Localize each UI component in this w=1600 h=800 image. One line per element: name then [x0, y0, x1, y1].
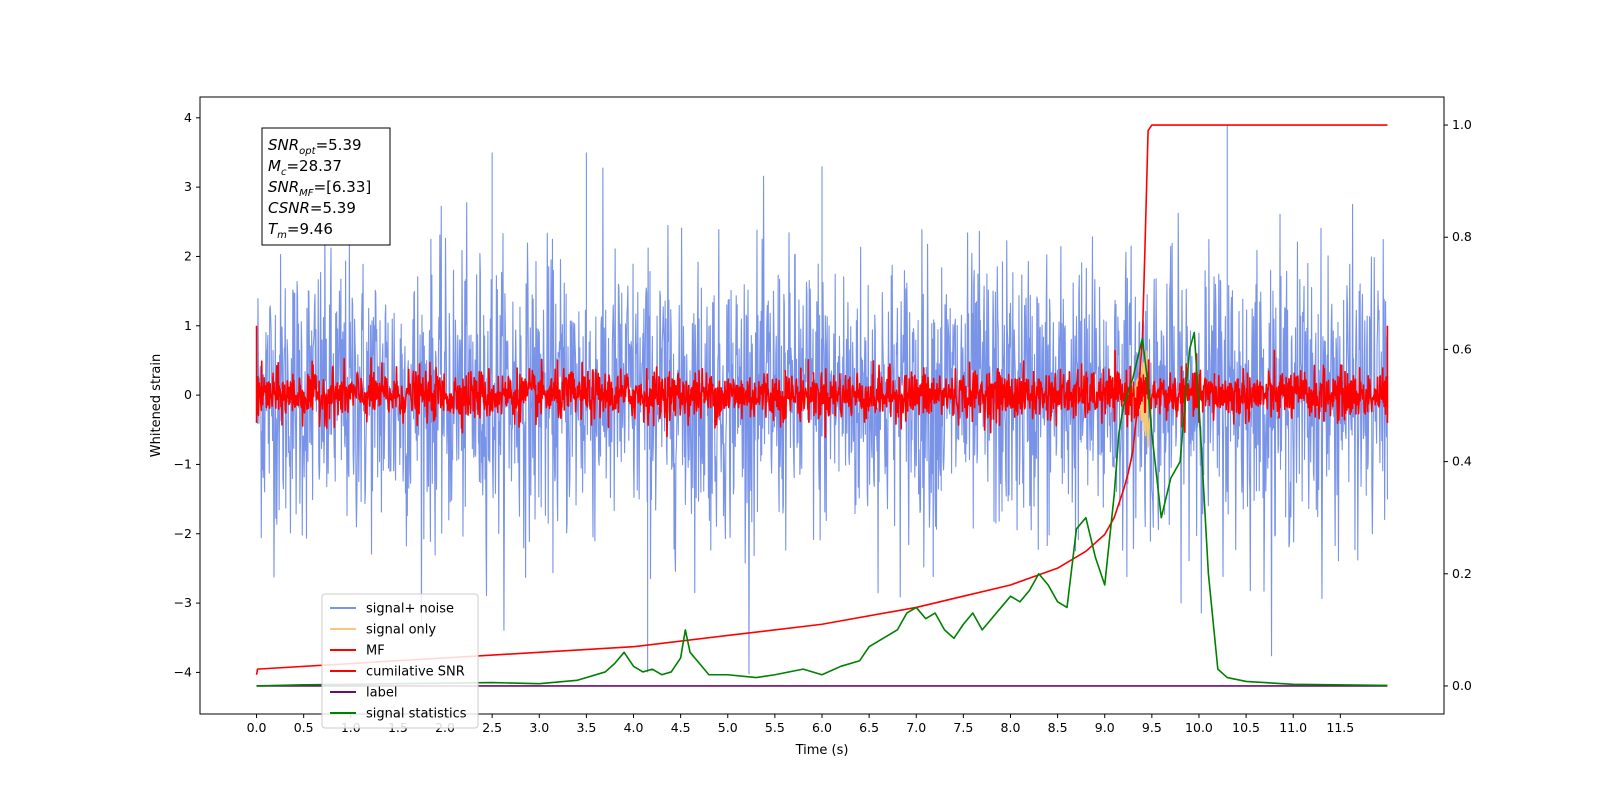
x-tick-label: 4.0: [624, 720, 644, 735]
y-tick-label: −2: [174, 526, 192, 541]
series-line-5: [256, 331, 1388, 687]
y-tick-label: 1: [184, 318, 192, 333]
legend: signal+ noise signal only MF cumilative SNR…: [321, 593, 479, 729]
x-tick-label: 0.0: [247, 720, 267, 735]
annotation-value: =5.39: [316, 136, 362, 154]
annotation-symbol: CSNR: [268, 199, 310, 217]
x-tick-label: 9.0: [1095, 720, 1115, 735]
x-tick-label: 7.5: [953, 720, 973, 735]
y2-tick-label: 0.2: [1452, 566, 1472, 581]
annotation-subscript: opt: [299, 146, 316, 157]
x-tick-label: 6.5: [859, 720, 879, 735]
annotation-line: CSNR=5.39: [268, 199, 356, 217]
annotation-symbol: SNR: [268, 178, 299, 196]
x-tick-label: 5.0: [718, 720, 738, 735]
y-tick-label: 3: [184, 179, 192, 194]
annotation-subscript: MF: [299, 188, 314, 199]
x-tick-label: 2.5: [482, 720, 502, 735]
x-tick-label: 6.0: [812, 720, 832, 735]
x-tick-label: 11.0: [1279, 720, 1307, 735]
left-axis-ticks: −4 −3 −2 −1 0 1 2 3 4: [174, 110, 200, 679]
y-axis-label: Whitened strain: [149, 354, 164, 457]
x-tick-label: 8.0: [1001, 720, 1021, 735]
x-tick-label: 0.5: [294, 720, 314, 735]
series-line-2: [255, 325, 1389, 439]
legend-entry: MF: [366, 644, 385, 659]
annotation-value: =[6.33]: [314, 178, 372, 196]
x-tick-label: 7.0: [906, 720, 926, 735]
y-tick-label: 2: [184, 248, 192, 263]
y-tick-label: −4: [174, 664, 192, 679]
annotation-value: =5.39: [310, 199, 356, 217]
legend-entry: signal statistics: [366, 707, 467, 722]
legend-entry: label: [366, 686, 397, 701]
annotation-line: Tm=9.46: [268, 220, 333, 241]
annotation-value: =9.46: [287, 220, 333, 238]
x-tick-label: 3.0: [529, 720, 549, 735]
annotation-symbol: T: [268, 220, 279, 238]
y2-tick-label: 0.8: [1452, 229, 1472, 244]
y-tick-label: −3: [174, 595, 192, 610]
y2-tick-label: 0.6: [1452, 341, 1472, 356]
series-line-3: [255, 124, 1388, 675]
y-tick-label: −1: [174, 456, 192, 471]
legend-entry: signal+ noise: [366, 602, 454, 617]
x-tick-label: 4.5: [671, 720, 691, 735]
annotation-line: SNRopt=5.39: [268, 136, 362, 157]
y2-tick-label: 0.0: [1452, 678, 1472, 693]
y2-tick-label: 1.0: [1452, 117, 1472, 132]
y-tick-label: 4: [184, 110, 192, 125]
annotation-subscript: m: [277, 230, 287, 241]
annotation-value: =28.37: [286, 157, 342, 175]
right-axis-ticks: 0.0 0.2 0.4 0.6 0.8 1.0: [1444, 117, 1472, 693]
x-tick-label: 10.0: [1185, 720, 1213, 735]
y-tick-label: 0: [184, 387, 192, 402]
x-tick-label: 3.5: [576, 720, 596, 735]
stats-annotation-box: SNRopt=5.39Mc=28.37SNRMF=[6.33]CSNR=5.39…: [261, 127, 391, 246]
annotation-line: SNRMF=[6.33]: [268, 178, 371, 199]
x-tick-label: 10.5: [1232, 720, 1260, 735]
annotation-symbol: M: [268, 157, 281, 175]
x-tick-label: 8.5: [1048, 720, 1068, 735]
legend-entry: signal only: [366, 623, 436, 638]
x-axis-label: Time (s): [795, 743, 849, 758]
series-line-0: [256, 124, 1388, 675]
annotation-box-frame: [261, 127, 391, 246]
x-tick-label: 5.5: [765, 720, 785, 735]
y2-tick-label: 0.4: [1452, 454, 1472, 469]
legend-entry: cumilative SNR: [366, 665, 465, 680]
x-tick-label: 11.5: [1326, 720, 1354, 735]
annotation-symbol: SNR: [268, 136, 299, 154]
legend-frame: [321, 593, 479, 729]
x-tick-label: 9.5: [1142, 720, 1162, 735]
annotation-subscript: c: [281, 167, 287, 178]
annotation-line: Mc=28.37: [268, 157, 342, 178]
